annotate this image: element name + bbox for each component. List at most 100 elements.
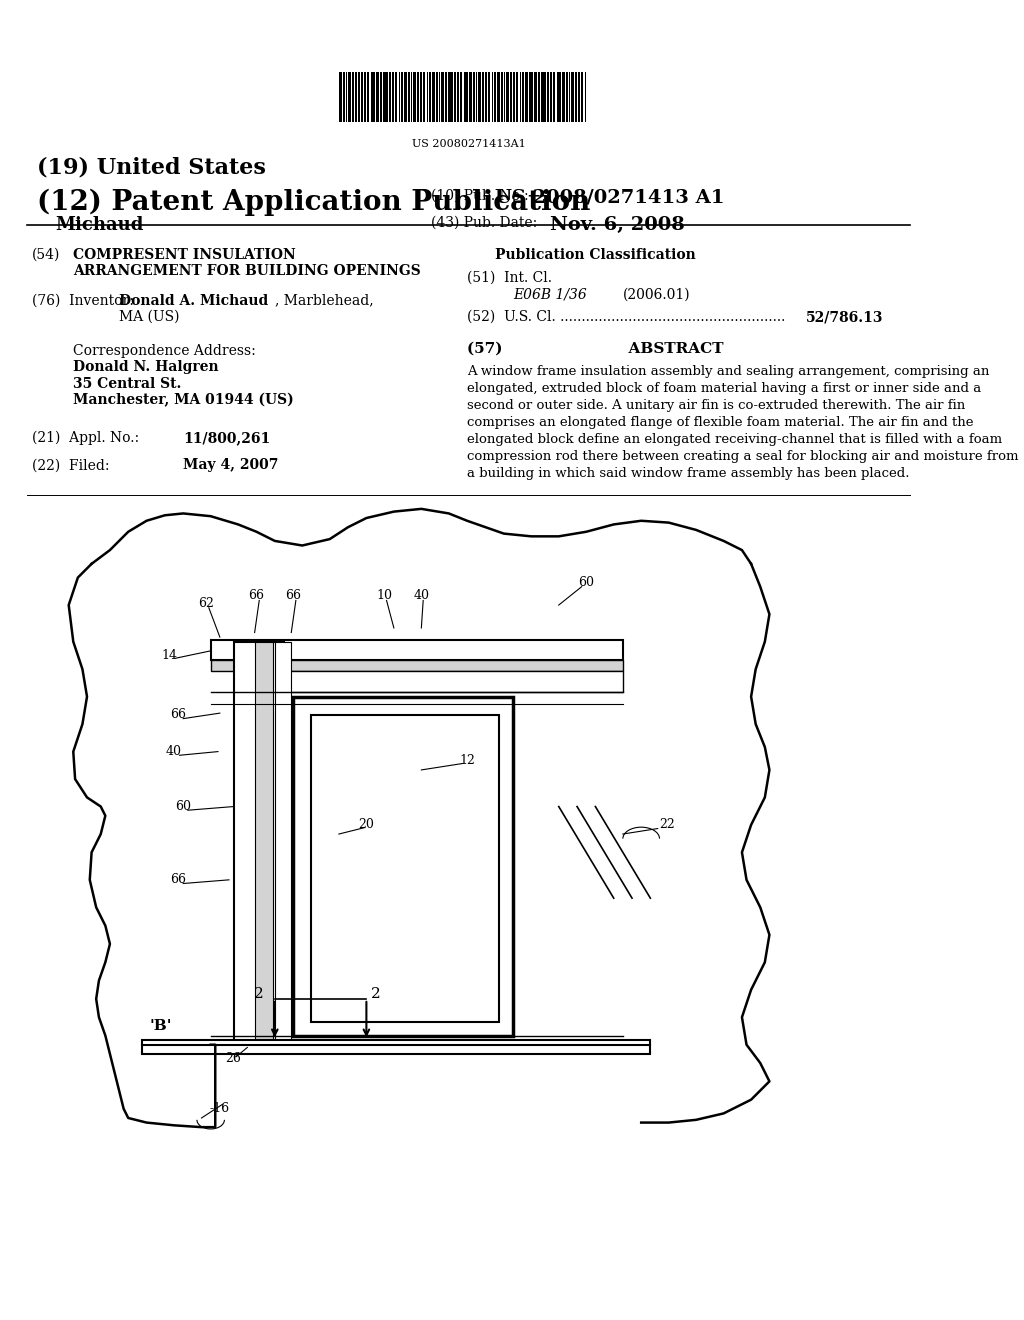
Text: 26: 26: [225, 1052, 242, 1065]
Text: 66: 66: [285, 590, 301, 602]
Bar: [339, 71, 342, 123]
Bar: [544, 71, 546, 123]
Bar: [411, 71, 413, 123]
Bar: [438, 71, 440, 123]
Text: 60: 60: [579, 576, 594, 589]
Text: 66: 66: [171, 709, 186, 722]
Bar: [455, 71, 457, 123]
Bar: [571, 71, 574, 123]
Text: May 4, 2007: May 4, 2007: [183, 458, 279, 473]
Bar: [559, 71, 561, 123]
Bar: [367, 71, 370, 123]
Text: A window frame insulation assembly and sealing arrangement, comprising an elonga: A window frame insulation assembly and s…: [467, 366, 1019, 480]
Text: Publication Classification: Publication Classification: [495, 248, 695, 261]
Bar: [550, 71, 552, 123]
Bar: [457, 71, 459, 123]
Bar: [383, 71, 385, 123]
Text: -16: -16: [210, 1102, 230, 1115]
Text: Correspondence Address:: Correspondence Address:: [74, 345, 256, 358]
Bar: [142, 1040, 650, 1053]
Text: 2: 2: [371, 987, 381, 1002]
Bar: [478, 71, 481, 123]
Bar: [525, 71, 527, 123]
Bar: [417, 71, 419, 123]
Bar: [429, 71, 431, 123]
Bar: [389, 71, 391, 123]
Text: 10: 10: [377, 590, 393, 602]
Bar: [451, 71, 454, 123]
Text: 22: 22: [659, 818, 675, 832]
Bar: [420, 71, 422, 123]
Text: (10) Pub. No.:: (10) Pub. No.:: [430, 189, 528, 202]
Text: (54): (54): [32, 248, 60, 261]
Bar: [557, 71, 558, 123]
Text: 66: 66: [171, 874, 186, 886]
Bar: [460, 71, 463, 123]
Bar: [343, 71, 345, 123]
Bar: [487, 71, 490, 123]
Bar: [355, 71, 356, 123]
Bar: [553, 71, 555, 123]
Bar: [492, 71, 494, 123]
Bar: [568, 71, 570, 123]
Bar: [469, 71, 472, 123]
Text: Nov. 6, 2008: Nov. 6, 2008: [550, 215, 684, 234]
Bar: [515, 71, 518, 123]
Bar: [404, 71, 407, 123]
Text: 62: 62: [199, 597, 214, 610]
Bar: [408, 71, 410, 123]
Text: 60: 60: [175, 800, 191, 813]
Bar: [255, 642, 273, 1044]
Text: (57)                        ABSTRACT: (57) ABSTRACT: [467, 342, 724, 355]
Text: 40: 40: [414, 590, 429, 602]
Text: 52/786.13: 52/786.13: [806, 310, 884, 325]
Bar: [361, 71, 364, 123]
Text: (2006.01): (2006.01): [623, 288, 690, 301]
Text: (52)  U.S. Cl. .....................................................: (52) U.S. Cl. ..........................…: [467, 310, 785, 325]
Bar: [548, 71, 549, 123]
Bar: [562, 71, 564, 123]
Bar: [423, 71, 425, 123]
Text: MA (US): MA (US): [119, 310, 179, 325]
Text: (43) Pub. Date:: (43) Pub. Date:: [430, 215, 537, 230]
Bar: [539, 71, 540, 123]
Bar: [392, 71, 394, 123]
Bar: [376, 71, 379, 123]
Text: US 2008/0271413 A1: US 2008/0271413 A1: [495, 189, 724, 206]
Bar: [211, 640, 623, 660]
Text: 'B': 'B': [150, 1019, 172, 1034]
Bar: [473, 71, 475, 123]
Bar: [585, 71, 587, 123]
Text: 20: 20: [358, 818, 375, 832]
Bar: [365, 71, 366, 123]
Bar: [345, 71, 347, 123]
Text: ARRANGEMENT FOR BUILDING OPENINGS: ARRANGEMENT FOR BUILDING OPENINGS: [74, 264, 421, 279]
Bar: [371, 71, 373, 123]
Bar: [357, 71, 360, 123]
Bar: [311, 715, 500, 1022]
Bar: [348, 71, 351, 123]
Bar: [497, 71, 500, 123]
Bar: [482, 71, 484, 123]
Text: Manchester, MA 01944 (US): Manchester, MA 01944 (US): [74, 393, 294, 408]
Bar: [374, 71, 375, 123]
Text: Donald N. Halgren: Donald N. Halgren: [74, 360, 219, 375]
Bar: [445, 71, 446, 123]
Bar: [432, 71, 434, 123]
Bar: [535, 71, 537, 123]
Text: (76)  Inventor:: (76) Inventor:: [32, 293, 134, 308]
Text: Michaud: Michaud: [55, 215, 143, 234]
Bar: [566, 71, 567, 123]
Bar: [447, 71, 450, 123]
Bar: [436, 71, 437, 123]
Text: 66: 66: [249, 590, 264, 602]
Bar: [427, 71, 428, 123]
Bar: [352, 71, 354, 123]
Bar: [476, 71, 477, 123]
Text: Donald A. Michaud: Donald A. Michaud: [119, 293, 268, 308]
Bar: [211, 660, 623, 671]
Bar: [414, 71, 416, 123]
Bar: [274, 642, 291, 1044]
Bar: [401, 71, 403, 123]
Bar: [522, 71, 524, 123]
